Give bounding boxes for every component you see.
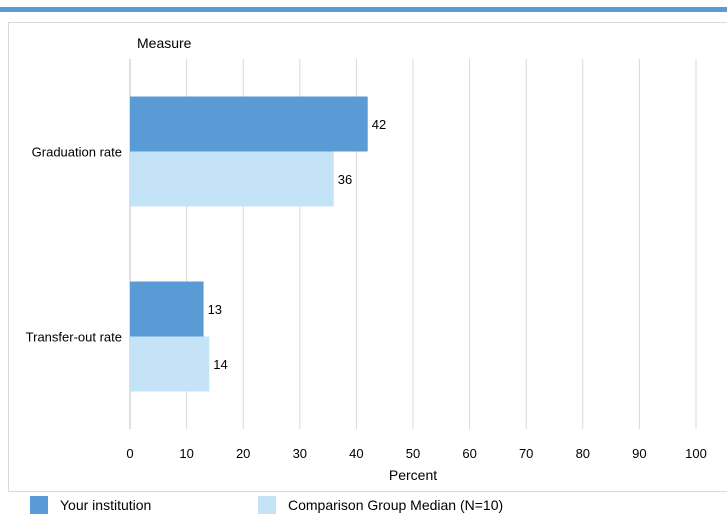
bar-your-institution (130, 281, 204, 337)
bars (130, 96, 368, 392)
labels: 0 10 20 30 40 50 60 70 80 90 100 42 36 Graduation rat… (26, 117, 707, 461)
x-tick-label: 60 (462, 446, 476, 461)
legend-label-comparison-group: Comparison Group Median (N=10) (288, 497, 504, 513)
x-tick-label: 80 (576, 446, 590, 461)
legend-item-comparison-group: Comparison Group Median (N=10) (258, 496, 503, 514)
bar-value-label: 13 (208, 302, 222, 317)
x-tick-label: 10 (179, 446, 193, 461)
x-tick-label: 70 (519, 446, 533, 461)
bar-your-institution (130, 96, 368, 152)
category-label: Graduation rate (32, 145, 122, 160)
legend-item-your-institution: Your institution (30, 496, 151, 514)
legend-swatch-comparison-group (258, 496, 276, 514)
header-accent-bar (0, 7, 727, 12)
bar-value-label: 14 (213, 357, 227, 372)
x-tick-label: 0 (126, 446, 133, 461)
bar-comparison-group (130, 336, 210, 392)
y-axis-title: Measure (137, 35, 192, 51)
category-label: Transfer-out rate (26, 330, 122, 345)
bar-value-label: 42 (372, 117, 386, 132)
x-tick-label: 30 (293, 446, 307, 461)
x-tick-label: 20 (236, 446, 250, 461)
bar-comparison-group (130, 151, 334, 207)
legend-label-your-institution: Your institution (60, 497, 152, 513)
x-tick-label: 50 (406, 446, 420, 461)
x-axis-title: Percent (389, 467, 437, 483)
bar-value-label: 36 (338, 172, 352, 187)
x-tick-label: 90 (632, 446, 646, 461)
x-tick-label: 100 (685, 446, 707, 461)
x-tick-label: 40 (349, 446, 363, 461)
legend-swatch-your-institution (30, 496, 48, 514)
